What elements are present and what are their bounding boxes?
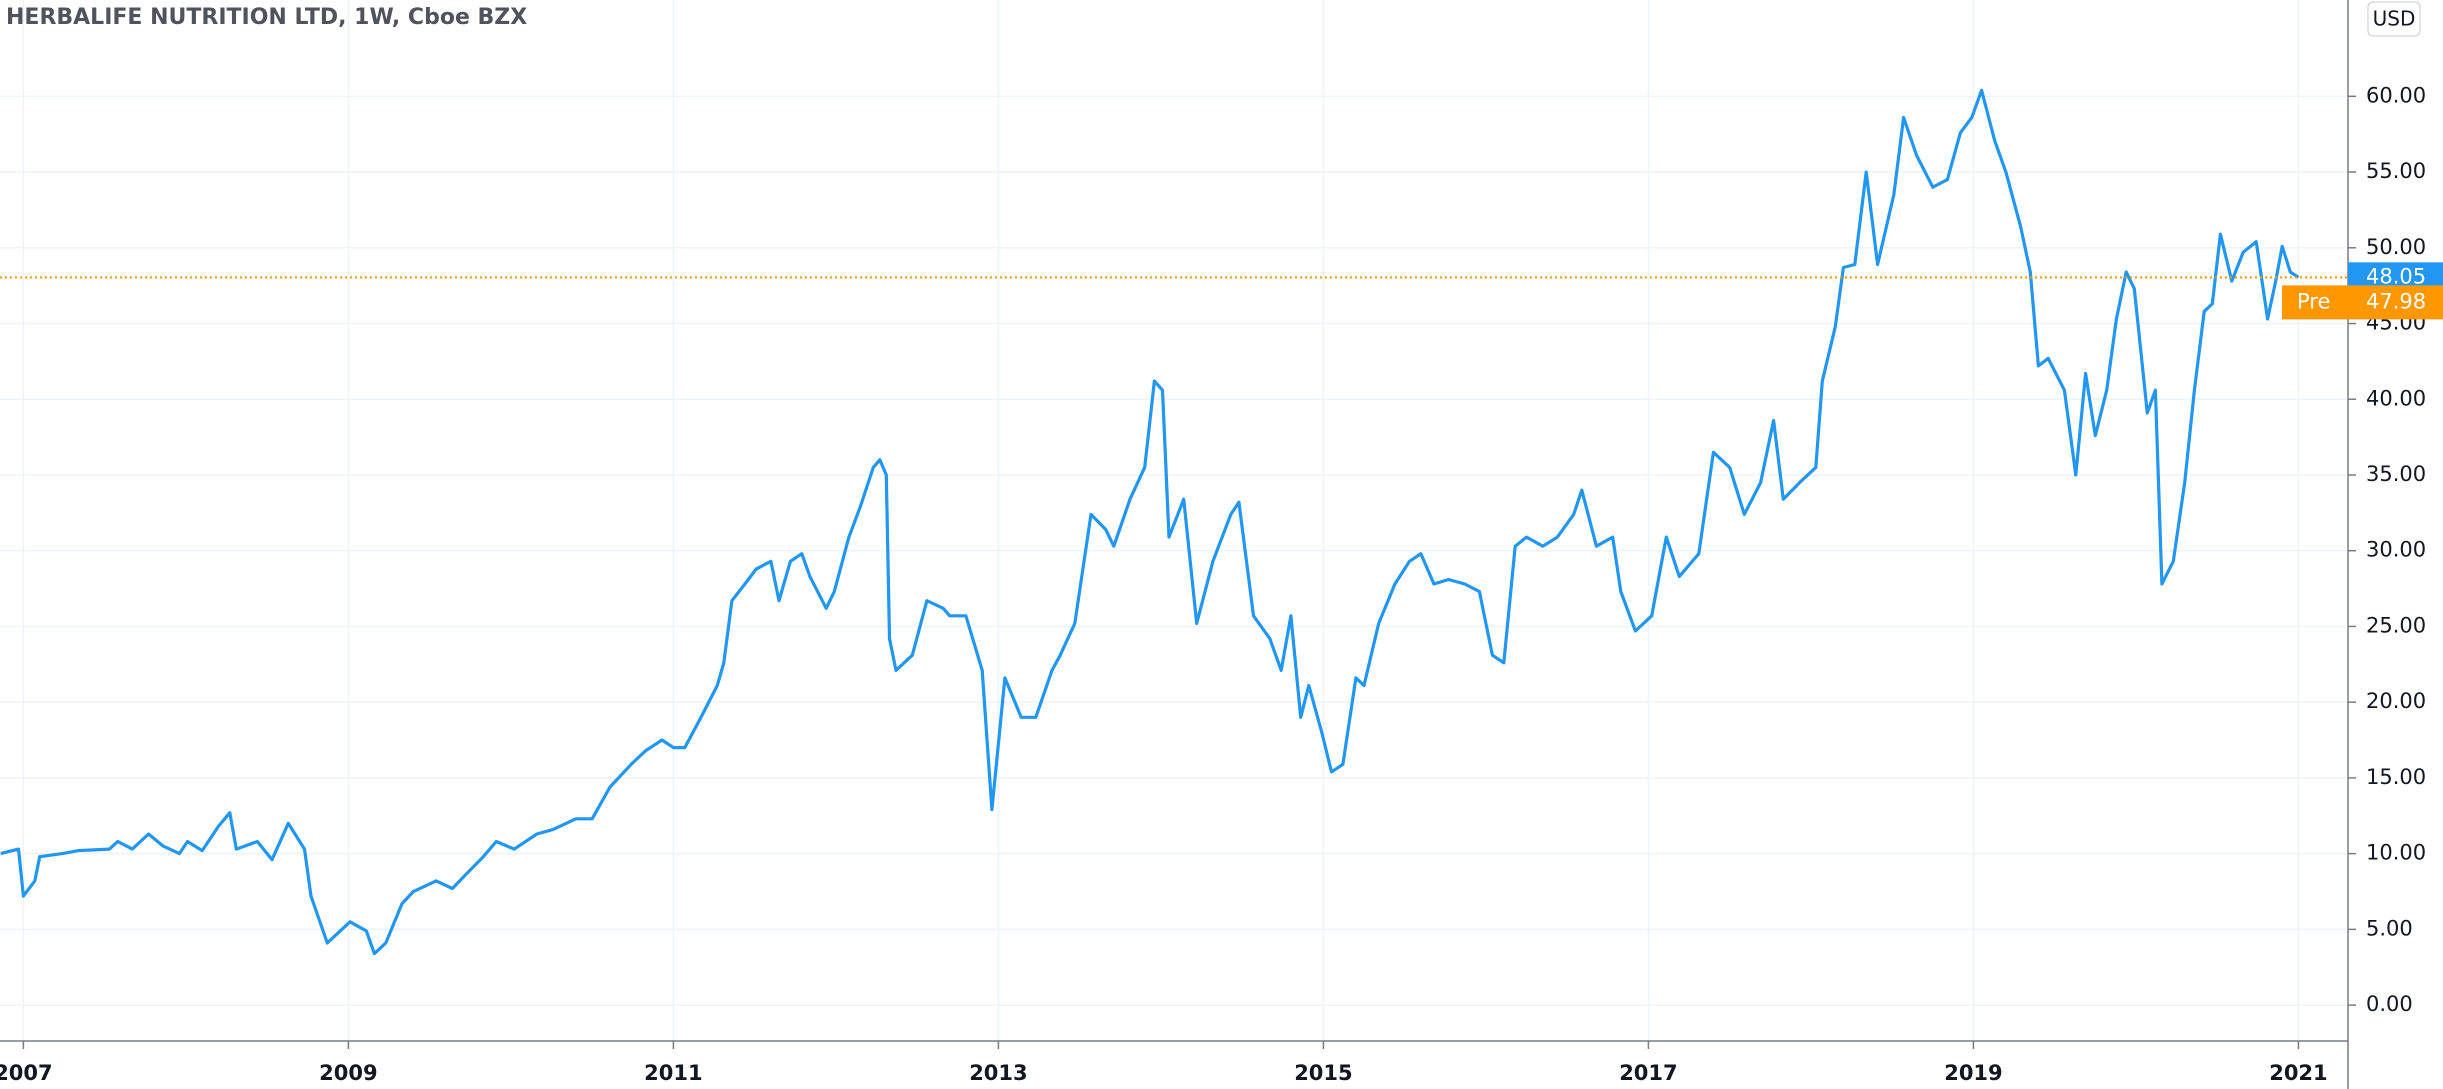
x-tick-label: 2013 (969, 1061, 1027, 1085)
pre-market-tag: Pre (2297, 289, 2330, 313)
x-tick-label: 2007 (0, 1061, 53, 1085)
y-tick-label: 40.00 (2366, 386, 2426, 410)
x-tick-label: 2017 (1619, 1061, 1677, 1085)
price-line (0, 88, 2300, 956)
pre-market-label: 47.98 (2366, 289, 2426, 313)
last-price-label: 48.05 (2366, 264, 2426, 288)
chart-title: HERBALIFE NUTRITION LTD, 1W, Cboe BZX (6, 5, 527, 30)
y-tick-label: 25.00 (2366, 613, 2426, 637)
currency-label: USD (2373, 7, 2416, 31)
x-tick-label: 2011 (644, 1061, 702, 1085)
y-tick-label: 50.00 (2366, 235, 2426, 259)
currency-box[interactable] (2367, 1, 2421, 37)
y-tick-label: 5.00 (2366, 916, 2413, 940)
y-tick-label: 15.00 (2366, 765, 2426, 789)
y-tick-label: 20.00 (2366, 689, 2426, 713)
overlay: 48.05 Pre 47.98 (0, 262, 2443, 320)
x-tick-label: 2015 (1294, 1061, 1352, 1085)
x-tick-label: 2019 (1944, 1061, 2002, 1085)
y-tick-label: 30.00 (2366, 538, 2426, 562)
y-tick-label: 10.00 (2366, 841, 2426, 865)
y-tick-label: 60.00 (2366, 83, 2426, 107)
x-tick-label: 2009 (319, 1061, 377, 1085)
y-tick-label: 0.00 (2366, 992, 2413, 1016)
plot (0, 88, 2300, 956)
x-tick-label: 2021 (2269, 1061, 2327, 1085)
y-tick-label: 35.00 (2366, 462, 2426, 486)
y-tick-label: 55.00 (2366, 159, 2426, 183)
pre-market-box (2282, 285, 2443, 320)
